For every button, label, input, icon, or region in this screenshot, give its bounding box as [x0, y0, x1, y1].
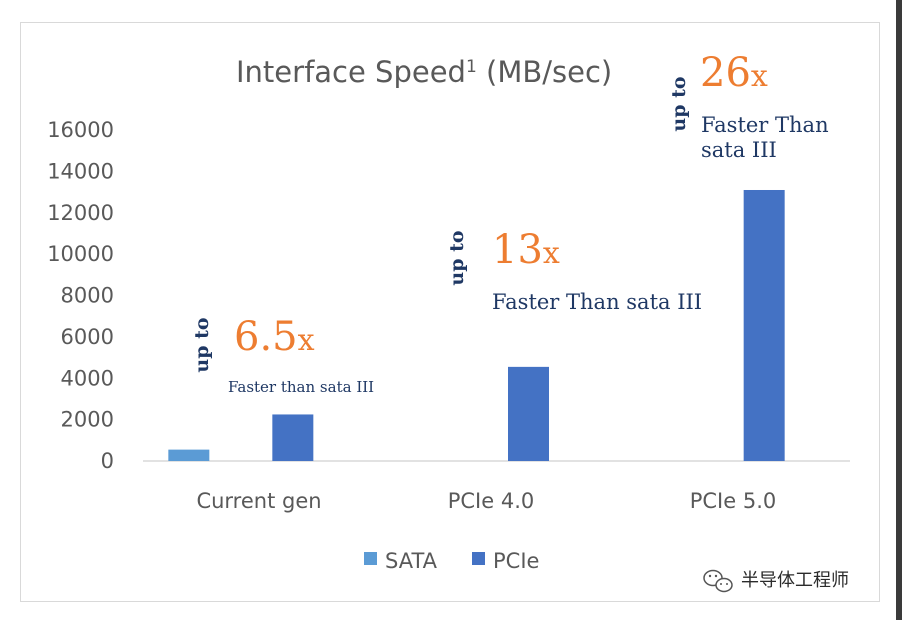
annotation-faster-line2: sata III	[701, 138, 777, 162]
annotation-up-to: up to	[191, 317, 213, 372]
category-labels: Current gen PCIe 4.0 PCIe 5.0	[196, 489, 776, 513]
window-edge	[896, 0, 902, 620]
annotation-factor: 26x	[700, 50, 768, 96]
legend-swatch-pcie	[472, 552, 485, 565]
y-tick-label: 16000	[47, 118, 114, 142]
y-axis-ticks: 0 2000 4000 6000 8000 10000 12000 14000 16000	[47, 118, 114, 473]
y-tick-label: 0	[101, 449, 114, 473]
annotations: up to 6.5x Faster than sata III up to 13x Fas…	[191, 50, 829, 396]
x-tick-label: Current gen	[196, 489, 321, 513]
annotation-faster-line1: Faster Than sata III	[492, 290, 702, 314]
bar-sata-0	[168, 449, 210, 461]
y-tick-label: 2000	[61, 408, 114, 432]
y-tick-label: 12000	[47, 201, 114, 225]
annotation-faster-line1: Faster Than	[701, 113, 829, 137]
bar-pcie-0	[272, 414, 314, 461]
y-tick-label: 14000	[47, 159, 114, 183]
watermark: 半导体工程师	[703, 569, 849, 593]
annotation-up-to: up to	[668, 76, 690, 131]
bar-pcie-2	[743, 189, 785, 461]
chart-frame	[20, 22, 880, 602]
legend-label-pcie: PCIe	[493, 549, 539, 573]
watermark-text: 半导体工程师	[741, 570, 849, 591]
annotation-up-to: up to	[446, 230, 468, 285]
y-tick-label: 8000	[61, 284, 114, 308]
x-tick-label: PCIe 5.0	[690, 489, 777, 513]
y-tick-label: 4000	[61, 366, 114, 390]
wechat-icon	[703, 569, 733, 593]
x-tick-label: PCIe 4.0	[448, 489, 535, 513]
annotation-factor: 6.5x	[234, 314, 315, 360]
y-tick-label: 6000	[61, 325, 114, 349]
bar-pcie-1	[508, 366, 549, 461]
annotation-faster-line1: Faster than sata III	[228, 378, 374, 396]
legend: SATA PCIe	[364, 549, 539, 573]
legend-label-sata: SATA	[385, 549, 438, 573]
annotation-factor: 13x	[492, 227, 560, 273]
chart-title: Interface Speed1 (MB/sec)	[236, 55, 612, 89]
legend-swatch-sata	[364, 552, 377, 565]
y-tick-label: 10000	[47, 242, 114, 266]
bars	[168, 189, 785, 461]
